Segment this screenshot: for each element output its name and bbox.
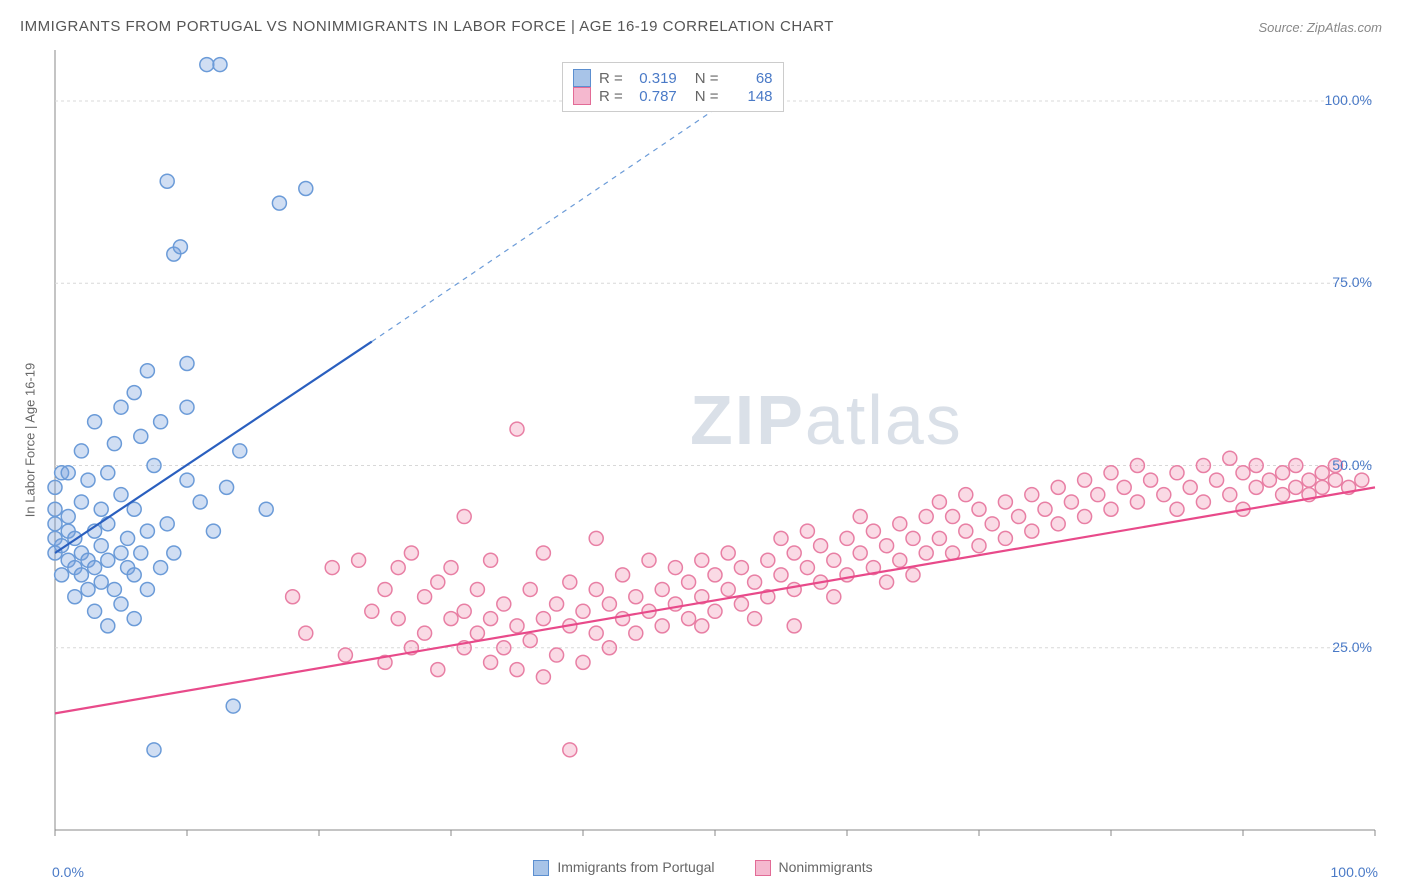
legend-item: Nonimmigrants xyxy=(755,859,873,876)
stats-r-value: 0.319 xyxy=(631,70,677,87)
stats-r-value: 0.787 xyxy=(631,88,677,105)
stats-r-label: R = xyxy=(599,70,623,87)
y-tick-label: 25.0% xyxy=(1332,639,1372,655)
stats-r-label: R = xyxy=(599,88,623,105)
chart-title: IMMIGRANTS FROM PORTUGAL VS NONIMMIGRANT… xyxy=(20,18,834,35)
stats-swatch xyxy=(573,87,591,105)
y-tick-label: 50.0% xyxy=(1332,457,1372,473)
stats-swatch xyxy=(573,69,591,87)
stats-n-value: 68 xyxy=(727,70,773,87)
legend: Immigrants from Portugal Nonimmigrants xyxy=(0,859,1406,876)
legend-swatch xyxy=(755,860,771,876)
legend-item: Immigrants from Portugal xyxy=(533,859,714,876)
scatter-chart xyxy=(0,0,1406,892)
stats-n-label: N = xyxy=(695,70,719,87)
y-tick-label: 100.0% xyxy=(1325,92,1372,108)
legend-label: Immigrants from Portugal xyxy=(557,859,714,875)
legend-swatch xyxy=(533,860,549,876)
y-axis-label: In Labor Force | Age 16-19 xyxy=(23,363,38,517)
stats-row: R = 0.319 N = 68 xyxy=(573,69,773,87)
stats-box: R = 0.319 N = 68 R = 0.787 N = 148 xyxy=(562,62,784,112)
stats-n-label: N = xyxy=(695,88,719,105)
stats-row: R = 0.787 N = 148 xyxy=(573,87,773,105)
legend-label: Nonimmigrants xyxy=(779,859,873,875)
stats-n-value: 148 xyxy=(727,88,773,105)
source-text: Source: ZipAtlas.com xyxy=(1258,20,1382,35)
y-tick-label: 75.0% xyxy=(1332,274,1372,290)
